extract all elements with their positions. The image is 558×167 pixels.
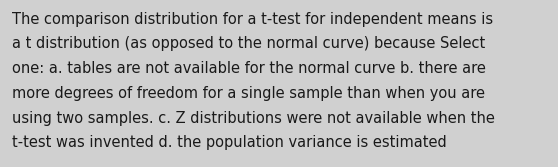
Text: using two samples. c. Z distributions were not available when the: using two samples. c. Z distributions we… bbox=[12, 111, 495, 126]
Text: a t distribution (as opposed to the normal curve) because Select: a t distribution (as opposed to the norm… bbox=[12, 36, 485, 51]
Text: one: a. tables are not available for the normal curve b. there are: one: a. tables are not available for the… bbox=[12, 61, 486, 76]
Text: The comparison distribution for a t-test for independent means is: The comparison distribution for a t-test… bbox=[12, 12, 493, 27]
Text: t-test was invented d. the population variance is estimated: t-test was invented d. the population va… bbox=[12, 135, 447, 150]
Text: more degrees of freedom for a single sample than when you are: more degrees of freedom for a single sam… bbox=[12, 86, 485, 101]
